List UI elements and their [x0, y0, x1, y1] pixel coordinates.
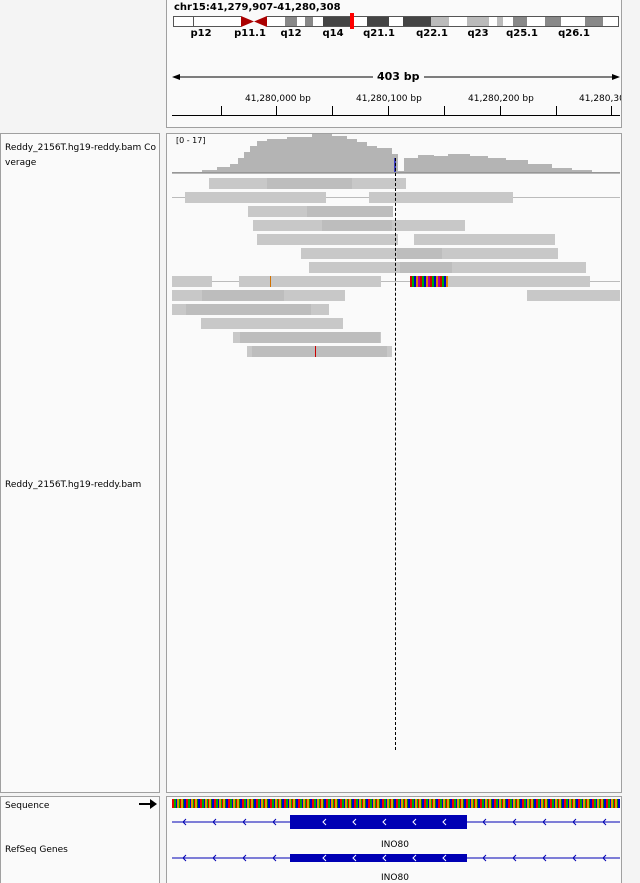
band-label: q26.1	[558, 28, 590, 39]
locus-label: chr15:41,279,907-41,280,308	[174, 2, 341, 13]
gene-model[interactable]	[172, 814, 620, 830]
sequence-bases[interactable]	[172, 799, 620, 808]
ruler-name-panel	[0, 0, 160, 128]
gene-label: INO80	[381, 873, 409, 883]
chromosome-ideogram[interactable]: p12 p11.1 q12 q14 q21.1 q22.1 q23 q25.1 …	[173, 0, 619, 40]
read[interactable]	[172, 276, 212, 287]
gene-model[interactable]	[172, 853, 620, 863]
feature-panel[interactable]: INO80 INO80	[166, 796, 622, 883]
feature-name-panel: Sequence RefSeq Genes	[0, 796, 160, 883]
read[interactable]	[369, 192, 513, 203]
read[interactable]	[257, 234, 398, 245]
read[interactable]	[307, 206, 393, 217]
locus-marker	[350, 13, 354, 29]
read[interactable]	[414, 234, 555, 245]
strand-arrow-icon[interactable]	[139, 799, 157, 809]
coverage-histogram[interactable]	[172, 134, 620, 174]
read[interactable]	[239, 276, 381, 287]
read[interactable]	[240, 332, 380, 343]
read[interactable]	[186, 304, 311, 315]
ruler-tick-label: 41,280,30	[579, 94, 621, 104]
read[interactable]	[397, 248, 442, 259]
band-label: p12	[190, 28, 212, 39]
band-label: q22.1	[416, 28, 448, 39]
data-panel[interactable]: [0 - 17]	[166, 133, 622, 793]
mismatch-block	[410, 276, 448, 287]
ruler-tick-label: 41,280,200 bp	[468, 94, 534, 104]
read[interactable]	[201, 318, 343, 329]
track-name-panel: Reddy_2156T.hg19-reddy.bam Coverage Redd…	[0, 133, 160, 793]
ruler-baseline	[172, 115, 620, 116]
band-label: q14	[322, 28, 344, 39]
coverage-track-name[interactable]: Reddy_2156T.hg19-reddy.bam Coverage	[5, 143, 156, 168]
centromere-icon	[241, 16, 267, 27]
band-label: q12	[280, 28, 302, 39]
band-label: q23	[467, 28, 489, 39]
band-label: q25.1	[506, 28, 538, 39]
center-line	[395, 158, 396, 750]
read[interactable]	[267, 178, 352, 189]
alignment-track-name[interactable]: Reddy_2156T.hg19-reddy.bam	[5, 480, 142, 490]
read-alignments[interactable]	[172, 176, 620, 366]
band-label: q21.1	[363, 28, 395, 39]
read[interactable]	[410, 276, 590, 287]
band-label: p11.1	[234, 28, 266, 39]
gene-label: INO80	[381, 840, 409, 850]
ruler-tick-label: 41,280,000 bp	[245, 94, 311, 104]
ruler-tick-label: 41,280,100 bp	[356, 94, 422, 104]
read[interactable]	[202, 290, 284, 301]
coverage-range-label: [0 - 17]	[176, 136, 206, 145]
refseq-track-name[interactable]: RefSeq Genes	[5, 845, 68, 855]
read[interactable]	[400, 262, 452, 273]
span-label: 403 bp	[373, 70, 424, 83]
read[interactable]	[322, 220, 392, 231]
read[interactable]	[185, 192, 326, 203]
ruler-panel: chr15:41,279,907-41,280,308 p	[166, 0, 622, 128]
read[interactable]	[527, 290, 620, 301]
read[interactable]	[252, 346, 387, 357]
sequence-track-name[interactable]: Sequence	[5, 801, 50, 811]
